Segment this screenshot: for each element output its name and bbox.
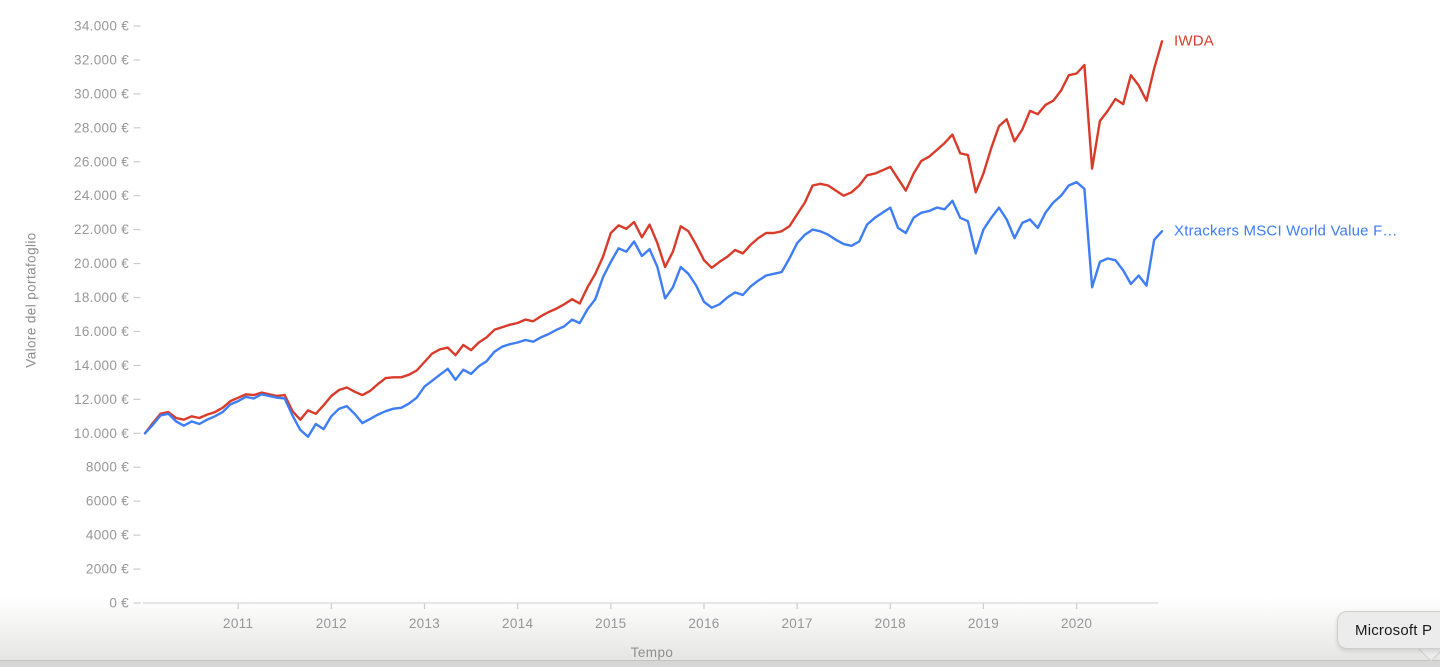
y-tick-label: 6000 € <box>86 494 129 509</box>
series-label-iwda: IWDA <box>1174 32 1214 50</box>
x-tick-label: 2013 <box>409 616 440 631</box>
x-tick-label: 2012 <box>316 616 347 631</box>
y-tick-label: 18.000 € <box>74 290 129 305</box>
x-axis-title: Tempo <box>630 645 674 660</box>
x-tick-label: 2014 <box>502 616 533 631</box>
y-tick-label: 20.000 € <box>74 256 129 271</box>
y-tick-label: 16.000 € <box>74 324 129 339</box>
x-tick-label: 2016 <box>688 616 719 631</box>
y-tick-label: 30.000 € <box>74 86 129 101</box>
series-label-xtrackers: Xtrackers MSCI World Value F… <box>1174 222 1398 240</box>
window-bottom-edge <box>0 660 1440 667</box>
y-tick-label: 26.000 € <box>74 154 129 169</box>
y-tick-label: 2000 € <box>86 562 129 577</box>
y-tick-label: 28.000 € <box>74 120 129 135</box>
x-tick-label: 2015 <box>595 616 626 631</box>
y-tick-label: 32.000 € <box>74 52 129 67</box>
series-line-xtrackers[interactable] <box>143 180 1164 438</box>
y-tick-label: 22.000 € <box>74 222 129 237</box>
y-tick-label: 4000 € <box>86 528 129 543</box>
x-tick-label: 2011 <box>223 616 253 631</box>
y-tick-label: 10.000 € <box>74 426 129 441</box>
y-tick-label: 14.000 € <box>74 358 129 373</box>
tooltip-text: Microsoft P <box>1355 621 1433 639</box>
x-tick-label: 2019 <box>968 616 999 631</box>
x-tick-label: 2020 <box>1061 616 1092 631</box>
y-tick-label: 0 € <box>109 596 129 611</box>
series-line-iwda[interactable] <box>143 40 1164 435</box>
page-bottom-gradient <box>0 598 1440 660</box>
y-axis-title: Valore del portafoglio <box>23 232 39 368</box>
x-tick-label: 2018 <box>875 616 906 631</box>
y-tick-label: 24.000 € <box>74 188 129 203</box>
macos-dock-tooltip: Microsoft P <box>1337 611 1440 649</box>
x-tick-label: 2017 <box>782 616 813 631</box>
y-tick-label: 12.000 € <box>74 392 129 407</box>
y-tick-label: 34.000 € <box>74 19 129 34</box>
y-tick-label: 8000 € <box>86 460 129 475</box>
